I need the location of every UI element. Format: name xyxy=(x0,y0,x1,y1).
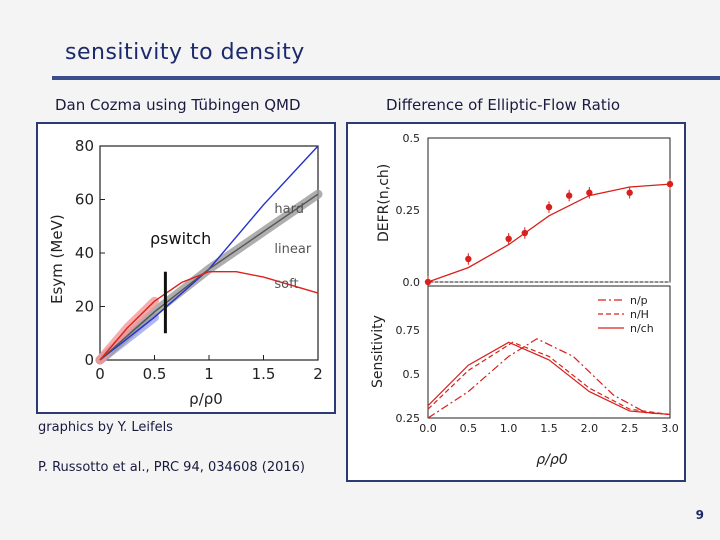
esym-x-tick-label: 0 xyxy=(95,365,105,383)
esym-y-tick-label: 80 xyxy=(75,137,94,155)
sensitivity-line-n-H xyxy=(427,341,671,416)
esym-y-tick-label: 0 xyxy=(84,351,94,369)
esym-chart-panel: 0 0.5 1 1.5 2 0 20 40 60 80 hard linear soft Esym (… xyxy=(36,122,336,414)
defr-y-tick-label: 0.0 xyxy=(403,276,421,289)
title-underline xyxy=(52,76,720,80)
sensitivity-x-tick-label: 0.5 xyxy=(460,422,478,435)
esym-x-tick-label: 0.5 xyxy=(143,365,167,383)
defr-data-point xyxy=(565,192,573,199)
sensitivity-x-tick-label: 0.0 xyxy=(419,422,437,435)
defr-data-point xyxy=(586,189,593,196)
defr-data-point xyxy=(666,180,674,188)
defr-y-axis-label: DEFR(n,ch) xyxy=(376,164,392,242)
slide-title: sensitivity to density xyxy=(65,40,305,65)
defr-data-point xyxy=(521,229,528,237)
esym-series-label-hard: hard xyxy=(274,202,304,217)
defr-data-point xyxy=(626,189,633,196)
page-number: 9 xyxy=(695,508,704,522)
sensitivity-x-tick-label: 1.0 xyxy=(500,422,518,435)
graphics-credit: graphics by Y. Leifels xyxy=(38,420,173,435)
defr-data-point xyxy=(505,235,512,242)
esym-series-label-soft: soft xyxy=(274,277,298,292)
sensitivity-y-tick-label: 0.75 xyxy=(396,324,421,337)
sensitivity-y-axis-label: Sensitivity xyxy=(370,315,386,388)
esym-x-tick-label: 1.5 xyxy=(252,365,276,383)
defr-chart-panel: 0.0 0.25 0.5 0.0 0.5 1.0 1.5 2.0 2.5 3.0 0.25 0.5 0… xyxy=(346,122,686,482)
esym-x-tick-label: 2 xyxy=(313,365,323,383)
esym-y-tick-label: 20 xyxy=(75,298,94,316)
defr-data-point xyxy=(465,255,472,263)
sensitivity-x-tick-label: 3.0 xyxy=(661,422,679,435)
sensitivity-legend-label: n/p xyxy=(630,294,648,307)
defr-data-point xyxy=(545,203,553,211)
defr-chart: 0.00.250.5 0.0 0.5 1.0 1.5 2.0 2.5 3.00.250.50… xyxy=(370,132,679,468)
rho-switch-label: ρswitch xyxy=(150,229,211,248)
sensitivity-y-tick-label: 0.25 xyxy=(396,412,421,425)
defr-y-tick-label: 0.25 xyxy=(396,204,421,217)
defr-y-tick-label: 0.5 xyxy=(403,132,421,145)
sensitivity-x-tick-label: 2.0 xyxy=(581,422,599,435)
sensitivity-line-n-ch xyxy=(427,341,671,416)
sensitivity-line-n-p xyxy=(427,338,671,419)
esym-y-tick-label: 40 xyxy=(75,244,94,262)
esym-series-label-linear: linear xyxy=(274,242,311,257)
sensitivity-x-tick-label: 2.5 xyxy=(621,422,639,435)
reference-citation: P. Russotto et al., PRC 94, 034608 (2016… xyxy=(38,460,305,475)
esym-line-linear xyxy=(99,193,319,361)
sensitivity-legend-label: n/ch xyxy=(630,322,654,335)
esym-x-axis-label: ρ/ρ0 xyxy=(189,390,223,408)
left-subtitle: Dan Cozma using Tübingen QMD xyxy=(55,96,301,114)
esym-x-tick-label: 1 xyxy=(204,365,214,383)
sensitivity-plot-frame xyxy=(427,285,671,419)
sensitivity-x-tick-label: 1.5 xyxy=(540,422,558,435)
esym-y-tick-label: 60 xyxy=(75,191,94,209)
sensitivity-x-axis-label: ρ/ρ0 xyxy=(536,452,567,468)
sensitivity-legend-label: n/H xyxy=(630,308,649,321)
defr-data-point xyxy=(424,278,432,286)
esym-line-soft xyxy=(99,271,319,361)
sensitivity-y-tick-label: 0.5 xyxy=(403,368,421,381)
right-subtitle: Difference of Elliptic-Flow Ratio xyxy=(386,96,621,114)
esym-y-axis-label: Esym (MeV) xyxy=(48,214,66,304)
defr-fit-curve xyxy=(427,183,671,283)
